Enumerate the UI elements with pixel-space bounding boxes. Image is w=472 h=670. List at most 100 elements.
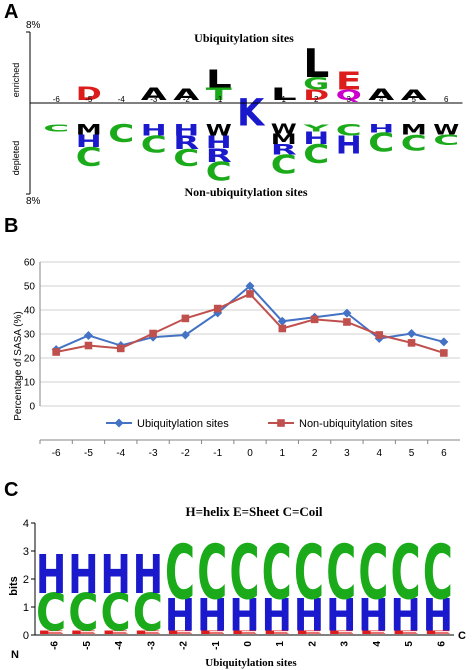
panel-a-depleted-letter: W bbox=[206, 121, 232, 140]
panel-a-depleted-letter: C bbox=[76, 143, 102, 173]
panel-c-letter: C bbox=[197, 530, 227, 617]
panel-b-point bbox=[343, 318, 351, 326]
panel-a-depleted-letter: W bbox=[433, 121, 459, 138]
panel-c-letter: E bbox=[358, 630, 388, 635]
panel-b-x-tick-label: 3 bbox=[344, 448, 350, 459]
panel-c-letter: C bbox=[36, 584, 66, 644]
panel-a-position-label: 3 bbox=[347, 95, 352, 104]
panel-a-depleted-letter: Y bbox=[302, 122, 329, 134]
panel-b-point bbox=[407, 329, 417, 339]
panel-c-letter: E bbox=[326, 630, 356, 635]
panel-c-letter: C bbox=[326, 530, 356, 617]
panel-a-enriched-letter: Q bbox=[336, 87, 362, 104]
panel-b-point bbox=[310, 315, 319, 324]
panel-b-x-tick-label: -6 bbox=[52, 448, 61, 459]
panel-b-y-tick-label: 0 bbox=[29, 402, 35, 413]
panel-b-y-tick-label: 50 bbox=[24, 282, 36, 293]
panel-a-enriched-letter: L bbox=[271, 85, 297, 105]
panel-c-x-tick-label: -1 bbox=[211, 641, 222, 650]
panel-a-depleted-letter: H bbox=[141, 121, 167, 140]
panel-a-position-label: 5 bbox=[412, 95, 417, 104]
panel-b-legend-label: Ubiquitylation sites bbox=[137, 418, 229, 430]
panel-c-letter: C bbox=[4, 479, 18, 501]
panel-a-title-bottom: Non-ubiquitylation sites bbox=[184, 185, 307, 199]
panel-c-letter: E bbox=[229, 630, 259, 635]
panel-b-point bbox=[277, 316, 287, 326]
panel-a-depleted-letter: H bbox=[336, 131, 362, 160]
panel-b-point bbox=[246, 290, 254, 298]
panel-a-depleted-letter: C bbox=[173, 145, 199, 172]
panel-b-y-ticks: 0 10 20 30 40 50 60 bbox=[24, 258, 36, 413]
panel-c-letter: H bbox=[326, 590, 356, 641]
panel-b-series bbox=[51, 281, 449, 357]
panel-c-axes: 0 1 2 3 4 bbox=[23, 518, 454, 642]
panel-c-letter: C bbox=[165, 530, 195, 617]
panel-c-letter: H bbox=[423, 590, 453, 641]
panel-a-depleted-letter: C bbox=[271, 150, 297, 180]
panel-c-letter: H bbox=[100, 544, 130, 606]
panel-a-ytick-bottom: 8% bbox=[26, 196, 41, 207]
panel-a-depleted-letter: C bbox=[401, 130, 427, 155]
panel-b-point bbox=[181, 314, 190, 323]
panel-c-letter: C bbox=[262, 530, 292, 617]
panel-b-x-tick-label: -3 bbox=[149, 448, 158, 459]
panel-a-ytick-top: 8% bbox=[26, 20, 41, 31]
panel-c-x-tick-label: 2 bbox=[307, 641, 318, 647]
panel-a-enriched-letter: L bbox=[206, 65, 232, 93]
panel-a-enriched-letter: A bbox=[141, 84, 167, 104]
panel-c-letter: H bbox=[68, 544, 98, 606]
panel-c-x-tick-label: 5 bbox=[404, 641, 415, 647]
panel-a-depleted-letter: H bbox=[303, 128, 329, 148]
panel-a-position-label: -3 bbox=[150, 95, 158, 104]
panel-c-x-tick-label: -2 bbox=[179, 641, 190, 650]
panel-c-letter: H bbox=[358, 590, 388, 641]
panel-c-y-tick-label: 4 bbox=[23, 518, 29, 530]
panel-c-letter: H bbox=[133, 544, 163, 606]
panel-b-point bbox=[342, 308, 352, 318]
panel-c-letter: E bbox=[36, 630, 66, 635]
panel-a-center-letter: K bbox=[237, 90, 266, 134]
panel-c-letter: E bbox=[423, 630, 453, 635]
panel-c-letter: C bbox=[68, 584, 98, 644]
panel-b-y-tick-label: 20 bbox=[24, 354, 36, 365]
panel-a-depleted-letter: R bbox=[206, 145, 232, 166]
panel-c-letter: C bbox=[358, 530, 388, 617]
panel-b-x-tick-label: 4 bbox=[376, 448, 382, 459]
panel-a-title-top: Ubiquitylation sites bbox=[194, 31, 294, 45]
panel-c-y-tick-label: 0 bbox=[23, 630, 29, 642]
panel-a-depleted-letter: H bbox=[206, 132, 232, 152]
panel-a-depleted-letter: R bbox=[173, 133, 199, 154]
panel-c-letter: E bbox=[294, 630, 324, 635]
panel-b-point bbox=[83, 330, 93, 340]
panel-a-position-label: -6 bbox=[53, 95, 61, 104]
panel-b-point bbox=[149, 329, 157, 338]
panel-a-position-label: 2 bbox=[314, 95, 319, 104]
panel-a: A Ubiquitylation sites Non-ubiquitylatio… bbox=[4, 1, 463, 207]
panel-b-x-tick-label: -4 bbox=[116, 448, 125, 459]
panel-c-y-tick-label: 1 bbox=[23, 602, 29, 614]
panel-a-ylabel-top: enriched bbox=[11, 63, 21, 98]
panel-a-depleted-letter: M bbox=[271, 130, 297, 147]
panel-a-depleted-letter: C bbox=[141, 132, 167, 159]
panel-a-depleted-letter: C bbox=[336, 122, 362, 140]
panel-a-depleted-letter: W bbox=[271, 122, 297, 137]
panel-b-legend: Ubiquitylation sites Non-ubiquitylation s… bbox=[106, 418, 413, 430]
panel-c-letter: H bbox=[197, 590, 227, 641]
panel-b-y-tick-label: 10 bbox=[24, 378, 36, 389]
panel-a-position-label: 6 bbox=[444, 95, 449, 104]
panel-a-enriched-letter: T bbox=[206, 84, 233, 104]
panel-a-enriched-letter: A bbox=[401, 87, 427, 104]
panel-b-x-tick-label: -2 bbox=[181, 448, 190, 459]
panel-a-depleted-letter: C bbox=[368, 128, 394, 158]
panel-c-n-terminus: N bbox=[11, 649, 19, 661]
panel-a-depleted-letter: H bbox=[76, 131, 102, 151]
panel-b-x-tick-label: 2 bbox=[312, 448, 318, 459]
panel-c-x-tick-label: -5 bbox=[82, 641, 93, 650]
panel-a-depleted-letter: M bbox=[76, 121, 102, 138]
panel-a-depleted-letter: C bbox=[108, 120, 134, 148]
panel-c-letter: E bbox=[133, 630, 163, 635]
panel-a-enriched-letter: G bbox=[303, 74, 329, 94]
panel-c-x-tick-label: -4 bbox=[114, 641, 125, 650]
